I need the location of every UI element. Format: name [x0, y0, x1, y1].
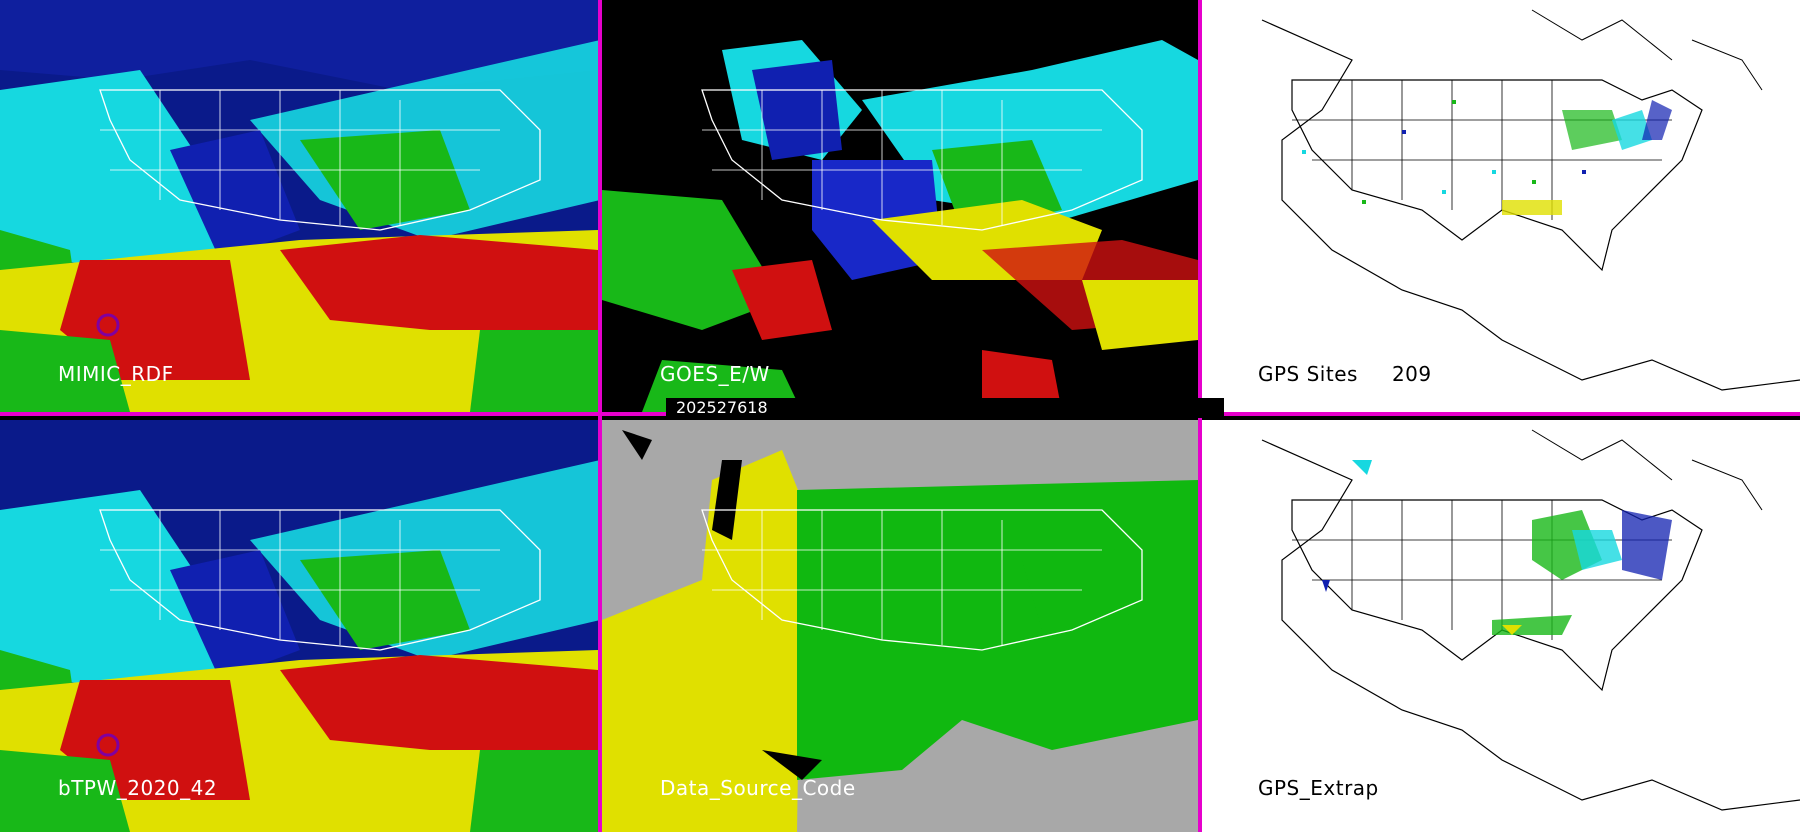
tpw-map-top	[0, 0, 598, 412]
panel-label-gps-sites: GPS Sites 209	[1258, 362, 1432, 386]
vertical-separator-left	[598, 0, 602, 832]
gps-extrap-map	[1202, 420, 1800, 832]
panel-label: GPS_Extrap	[1258, 776, 1379, 800]
gps-sites-label: GPS Sites	[1258, 362, 1358, 386]
source-map	[602, 420, 1198, 832]
panel-label: Data_Source_Code	[660, 776, 856, 800]
panel-goes-ew: GOES_E/W	[602, 0, 1198, 412]
panel-label: bTPW_2020_42	[58, 776, 218, 800]
gps-sites-map	[1202, 0, 1800, 412]
panel-btpw: bTPW_2020_42	[0, 420, 598, 832]
panel-mimic-rdf: MIMIC_RDF	[0, 0, 598, 412]
timestamp-bar: 202527618	[666, 398, 1224, 418]
panel-label: GOES_E/W	[660, 362, 770, 386]
panel-label: MIMIC_RDF	[58, 362, 174, 386]
goes-map	[602, 0, 1198, 412]
panel-data-source-code: Data_Source_Code	[602, 420, 1198, 832]
timestamp: 202527618	[676, 398, 768, 417]
gps-sites-count: 209	[1391, 362, 1432, 386]
tpw-map-bottom	[0, 420, 598, 832]
panel-gps-sites: GPS Sites 209	[1202, 0, 1800, 412]
panel-gps-extrap: GPS_Extrap	[1202, 420, 1800, 832]
